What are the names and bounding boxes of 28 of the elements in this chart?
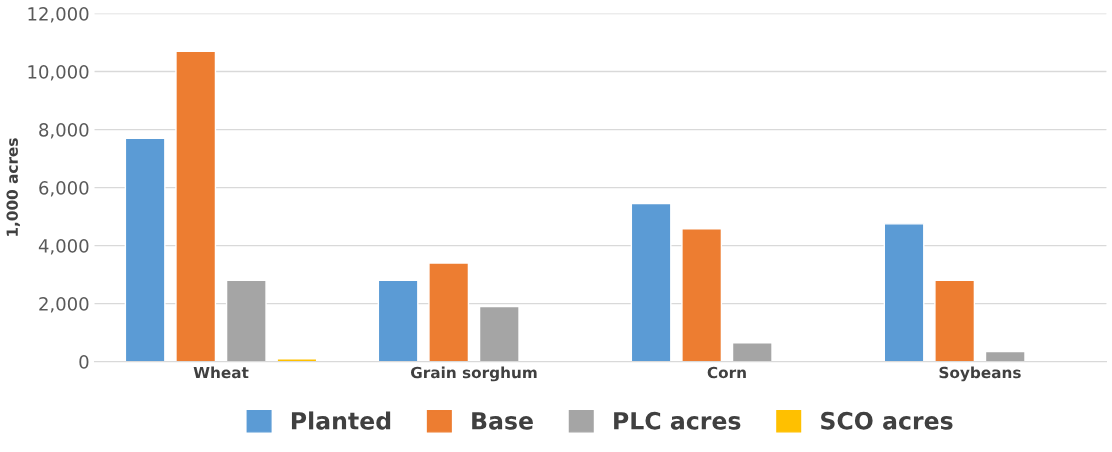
y-tick-label: 2,000 xyxy=(39,297,89,313)
x-tick-label: Wheat xyxy=(193,366,249,379)
y-tick-label: 8,000 xyxy=(39,123,89,139)
legend-label: SCO acres xyxy=(821,411,953,430)
x-tick-label: Corn xyxy=(707,366,746,379)
y-tick-label: 4,000 xyxy=(38,239,89,255)
bar xyxy=(428,262,470,362)
x-tick-label: Grain sorghum xyxy=(410,366,537,382)
x-tick-label: Soybeans xyxy=(939,366,1021,382)
y-tick-label: 6,000 xyxy=(39,181,89,197)
bar xyxy=(731,342,773,362)
y-tick-label: 10,000 xyxy=(28,65,89,81)
y-tick-label: 12,000 xyxy=(28,7,89,23)
bar xyxy=(225,279,267,362)
legend-label: PLC acres xyxy=(614,411,741,430)
y-axis-title: 1,000 acres xyxy=(6,138,20,236)
bar xyxy=(883,223,925,362)
bar xyxy=(984,350,1026,362)
y-tick-label: 0 xyxy=(79,355,89,369)
bar xyxy=(681,228,723,362)
bar xyxy=(124,137,166,362)
bar xyxy=(377,279,419,362)
bar xyxy=(478,305,520,362)
bar xyxy=(175,50,217,362)
bar xyxy=(934,279,976,362)
bar xyxy=(630,202,672,362)
legend-label: Planted xyxy=(291,411,391,430)
legend-label: Base xyxy=(472,412,533,430)
